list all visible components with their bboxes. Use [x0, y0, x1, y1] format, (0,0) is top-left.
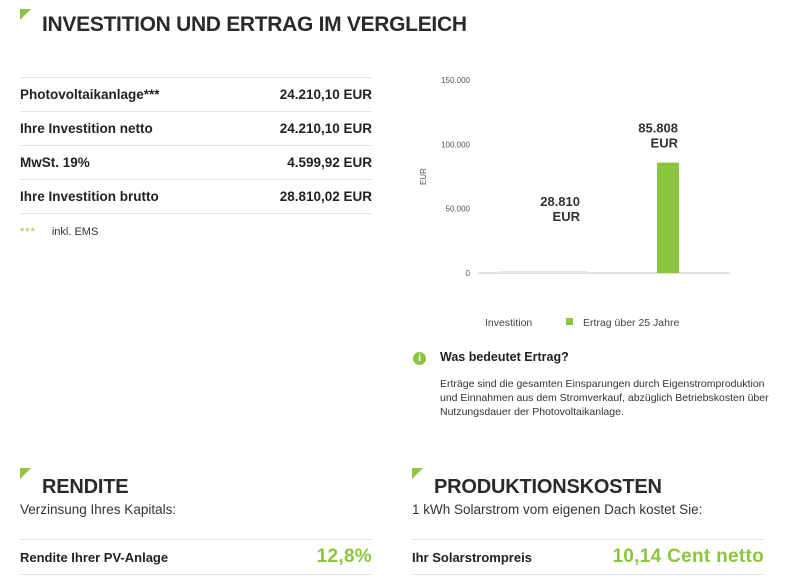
- row-value: 4.599,92 EUR: [287, 155, 372, 170]
- rendite-label: Rendite Ihrer PV-Anlage: [20, 549, 169, 565]
- cost-table: Photovoltaikanlage*** 24.210,10 EUR Ihre…: [20, 77, 372, 214]
- corner-accent-icon: [20, 9, 31, 20]
- produktion-value: 10,14 Cent netto: [612, 546, 764, 567]
- legend-label-investition: Investition: [485, 317, 532, 329]
- produktion-subtitle: 1 kWh Solarstrom vom eigenen Dach kostet…: [412, 502, 703, 517]
- y-tick-label: 100.000: [441, 140, 470, 149]
- rendite-value: 12,8%: [316, 546, 372, 567]
- data-label-value: 28.810: [540, 194, 580, 209]
- data-label-unit: EUR: [553, 209, 581, 224]
- row-value: 24.210,10 EUR: [279, 121, 372, 136]
- info-title: Was bedeutet Ertrag?: [440, 350, 569, 364]
- row-label: Ihre Investition netto: [20, 121, 153, 136]
- legend-label-ertrag: Ertrag über 25 Jahre: [583, 317, 679, 329]
- footnote: *** inkl. EMS: [20, 226, 98, 238]
- data-label-value: 85.808: [638, 121, 678, 136]
- y-axis-label: EUR: [419, 168, 428, 185]
- table-row: Ihre Investition netto 24.210,10 EUR: [20, 112, 372, 146]
- table-row: Photovoltaikanlage*** 24.210,10 EUR: [20, 78, 372, 112]
- page-title: INVESTITION UND ERTRAG IM VERGLEICH: [42, 13, 467, 36]
- footnote-text: inkl. EMS: [51, 226, 99, 238]
- produktion-label: Ihr Solarstrompreis: [412, 549, 532, 565]
- rendite-title: RENDITE: [42, 476, 129, 498]
- y-tick-label: 0: [466, 269, 471, 278]
- rendite-subtitle: Verzinsung Ihres Kapitals:: [20, 502, 177, 517]
- corner-accent-icon: [412, 468, 423, 479]
- produktion-row: Ihr Solarstrompreis 10,14 Cent netto: [412, 539, 764, 575]
- y-tick-label: 50.000: [446, 205, 471, 214]
- table-row: Ihre Investition brutto 28.810,02 EUR: [20, 180, 372, 214]
- comparison-chart: 050.000100.000150.000EUR28.810EUR85.808E…: [419, 76, 730, 329]
- row-label: MwSt. 19%: [20, 155, 90, 170]
- info-icon: i: [413, 352, 426, 365]
- row-value: 24.210,10 EUR: [279, 87, 372, 102]
- y-tick-label: 150.000: [441, 76, 470, 85]
- row-label: Photovoltaikanlage***: [20, 87, 160, 102]
- row-label: Ihre Investition brutto: [20, 189, 159, 204]
- rendite-row: Rendite Ihrer PV-Anlage 12,8%: [20, 539, 372, 575]
- info-text: Erträge sind die gesamten Einsparungen d…: [440, 378, 769, 418]
- row-value: 28.810,02 EUR: [279, 189, 372, 204]
- bar-investition: [498, 271, 588, 273]
- data-label-unit: EUR: [651, 136, 679, 151]
- corner-accent-icon: [20, 468, 31, 479]
- footnote-stars: ***: [20, 226, 36, 238]
- bar-ertrag: [657, 162, 679, 273]
- legend-swatch-ertrag: [566, 318, 573, 325]
- table-row: MwSt. 19% 4.599,92 EUR: [20, 146, 372, 180]
- produktion-title: PRODUKTIONSKOSTEN: [434, 476, 662, 498]
